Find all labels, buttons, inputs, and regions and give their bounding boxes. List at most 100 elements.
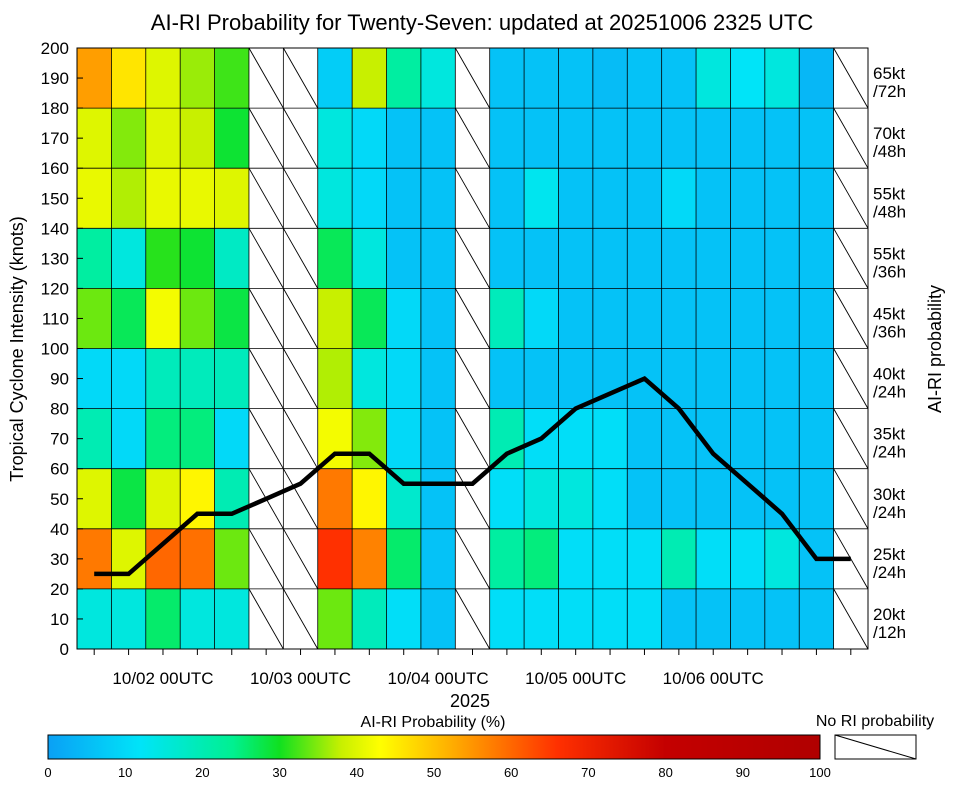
probability-cell [524,468,559,529]
y-tick-label: 10 [50,610,69,629]
probability-cell [558,228,593,289]
probability-cell [180,228,215,289]
probability-cell [352,108,387,169]
right-axis-label: AI-RI probability [925,285,945,413]
no-ri-cell [248,47,284,109]
probability-cell [696,228,731,289]
no-ri-cell [454,47,491,109]
threshold-label: 35kt [873,425,905,444]
probability-cell [799,288,834,349]
no-ri-cell [833,408,869,469]
probability-cell [592,288,628,349]
probability-cell [627,48,662,109]
probability-cell [524,168,559,229]
probability-cell [730,588,765,649]
window-label: /36h [873,262,906,281]
probability-cell [558,468,593,529]
colorbar-tick-label: 100 [809,765,831,780]
threshold-label: 45kt [873,304,905,323]
x-tick-label: 10/06 00UTC [663,669,764,688]
probability-cell [352,588,387,649]
probability-cell [145,168,181,229]
probability-cell [764,528,800,589]
probability-cell [524,108,559,169]
probability-cell [420,48,456,109]
probability-cell [627,168,662,229]
no-ri-cell [282,288,319,349]
probability-cell [145,348,181,409]
probability-cell [214,168,249,229]
colorbar-tick-label: 40 [350,765,364,780]
no-ri-cell [454,468,491,530]
probability-cell [799,348,834,409]
probability-cell [317,288,353,349]
x-tick-label: 10/03 00UTC [250,669,351,688]
probability-cell [627,288,662,349]
no-ri-cell [248,408,284,469]
probability-cell [420,168,456,229]
no-ri-cell [248,107,284,169]
probability-cell [317,588,353,649]
no-ri-cell [282,468,319,530]
probability-cell [317,48,353,109]
probability-cell [352,528,387,589]
y-tick-label: 0 [60,640,69,659]
probability-cell [730,108,765,169]
probability-cell [317,108,353,169]
probability-cell [214,348,249,409]
probability-cell [799,408,834,469]
no-ri-cell [282,47,319,109]
y-tick-label: 100 [41,340,69,359]
threshold-label: 25kt [873,545,905,564]
probability-cell [489,588,525,649]
probability-cell [730,168,765,229]
probability-cell [145,468,181,529]
y-tick-label: 190 [41,69,69,88]
probability-cell [420,108,456,169]
x-tick-label: 10/05 00UTC [525,669,626,688]
probability-cell [111,348,146,409]
probability-cell [661,528,697,589]
probability-cell [489,48,525,109]
window-label: /24h [873,443,906,462]
y-axis-label: Tropical Cyclone Intensity (knots) [7,216,27,481]
probability-cell [489,168,525,229]
x-tick-label: 10/04 00UTC [388,669,489,688]
probability-cell [558,108,593,169]
probability-cell [352,348,387,409]
colorbar-ticks: 0 10 20 30 40 50 60 70 80 90 100 [44,765,830,780]
y-tick-label: 20 [50,580,69,599]
probability-cell [420,408,456,469]
probability-cell [145,528,181,589]
threshold-label: 55kt [873,184,905,203]
probability-cell [489,408,525,469]
probability-cell [489,468,525,529]
probability-cell [386,348,421,409]
probability-cell [111,408,146,469]
x-axis-year-label: 2025 [450,691,490,711]
probability-cell [489,348,525,409]
probability-cell [730,48,765,109]
colorbar-tick-label: 50 [427,765,441,780]
no-ri-cell [833,228,869,289]
probability-cell [764,168,800,229]
probability-cell [386,468,421,529]
probability-cell [558,348,593,409]
probability-cell [524,348,559,409]
y-tick-label: 140 [41,219,69,238]
probability-cell [799,588,834,649]
colorbar-tick-label: 0 [44,765,51,780]
probability-cell [592,468,628,529]
no-ri-cell [833,107,869,169]
probability-cell [524,228,559,289]
x-tick-label: 10/02 00UTC [112,669,213,688]
probability-cell [180,348,215,409]
no-ri-cell [282,528,319,590]
probability-cell [592,108,628,169]
probability-cell [592,588,628,649]
probability-cell [111,228,146,289]
probability-cell [111,48,146,109]
probability-cell [558,588,593,649]
threshold-label: 70kt [873,124,905,143]
